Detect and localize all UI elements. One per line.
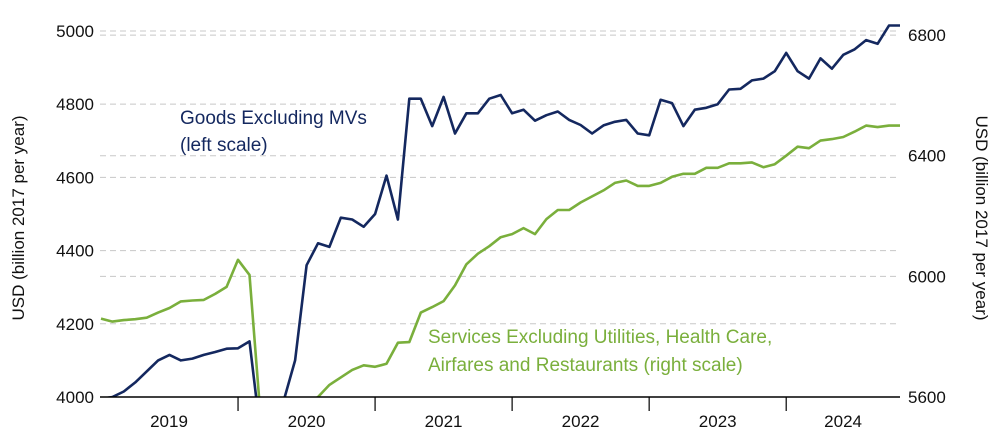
y-left-tick-5000: 5000 (56, 22, 94, 41)
y-left-tick-4400: 4400 (56, 242, 94, 261)
axis-layer (100, 396, 900, 411)
x-tick-label-2023: 2023 (699, 412, 737, 431)
y-left-tick-4200: 4200 (56, 315, 94, 334)
series-line-services (100, 124, 900, 397)
services-annotation-line-2: Airfares and Restaurants (right scale) (428, 355, 743, 376)
goods-annotation-line-2: (left scale) (180, 135, 268, 156)
series-line-goods (104, 24, 900, 397)
y-left-tick-4000: 4000 (56, 388, 94, 407)
ticks-layer: 2019 2020 2021 2022 2023 2024 4000 4200 4400 4600… (56, 22, 946, 431)
y-right-tick-5600: 5600 (908, 388, 946, 407)
series-layer (100, 24, 900, 397)
y-right-tick-6800: 6800 (908, 26, 946, 45)
left-axis-label: USD (billion 2017 per year) (9, 115, 28, 320)
goods-annotation-line-1: Goods Excluding MVs (180, 108, 367, 129)
y-right-tick-6400: 6400 (908, 147, 946, 166)
x-tick-label-2020: 2020 (288, 412, 326, 431)
right-axis-label: USD (billion 2017 per year) (972, 115, 991, 320)
x-tick-label-2021: 2021 (425, 412, 463, 431)
services-annotation-line-1: Services Excluding Utilities, Health Car… (428, 327, 772, 348)
y-right-tick-6000: 6000 (908, 267, 946, 286)
y-left-tick-4600: 4600 (56, 168, 94, 187)
grid-layer (100, 30, 900, 325)
x-tick-label-2024: 2024 (824, 412, 862, 431)
x-tick-label-2019: 2019 (150, 412, 188, 431)
y-left-tick-4800: 4800 (56, 95, 94, 114)
x-tick-label-2022: 2022 (562, 412, 600, 431)
